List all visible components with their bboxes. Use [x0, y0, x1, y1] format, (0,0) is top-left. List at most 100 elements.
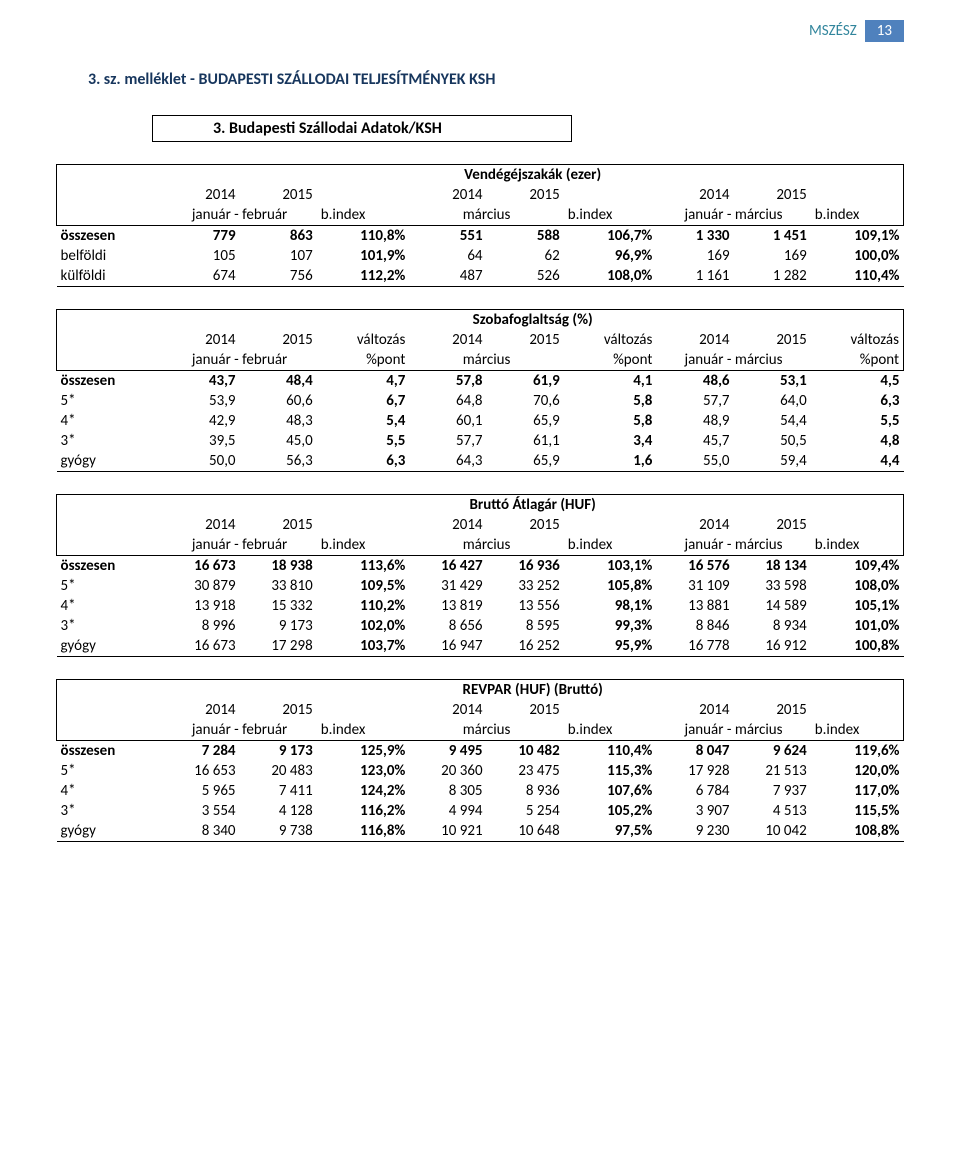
row-label: 5* [57, 391, 163, 411]
year-2014: 2014 [656, 515, 733, 535]
pct-label: %pont [811, 350, 904, 371]
cell: 13 819 [409, 596, 486, 616]
cell: 487 [409, 266, 486, 287]
cell: 9 624 [734, 741, 811, 762]
cell: 5,4 [317, 411, 410, 431]
cell: 6,3 [811, 391, 904, 411]
cell: 61,1 [487, 431, 564, 451]
period-3: január - március [656, 535, 810, 556]
table-brutto-atlagar: Bruttó Átlagár (HUF) 2014 2015 2014 2015… [56, 494, 904, 657]
cell: 6 784 [656, 781, 733, 801]
cell: 16 778 [656, 636, 733, 657]
cell: 674 [162, 266, 239, 287]
cell: 53,9 [162, 391, 239, 411]
year-2014: 2014 [656, 330, 733, 350]
cell: 5,8 [564, 411, 657, 431]
year-2015: 2015 [734, 330, 811, 350]
blank [317, 515, 410, 535]
cell: 60,1 [409, 411, 486, 431]
period-row: január - február b.index március b.index… [57, 205, 904, 226]
blank [564, 515, 657, 535]
period-row: január - február b.index március b.index… [57, 535, 904, 556]
cell: 7 284 [162, 741, 239, 762]
cell: 31 429 [409, 576, 486, 596]
table-row: külföldi674756112,2%487526108,0%1 1611 2… [57, 266, 904, 287]
cell: 17 928 [656, 761, 733, 781]
cell: 105,1% [811, 596, 904, 616]
table-row: 5*16 65320 483123,0%20 36023 475115,3%17… [57, 761, 904, 781]
period-2: március [409, 350, 563, 371]
period-2: március [409, 205, 563, 226]
cell: 1 451 [734, 226, 811, 247]
row-label: 4* [57, 781, 163, 801]
header-bar: MSZÉSZ 13 [56, 20, 904, 42]
blank [57, 680, 163, 701]
row-label: külföldi [57, 266, 163, 287]
cell: 4,7 [317, 371, 410, 392]
cell: 6,3 [317, 451, 410, 472]
cell: 99,3% [564, 616, 657, 636]
year-2014: 2014 [656, 700, 733, 720]
blank [811, 700, 904, 720]
cell: 8 656 [409, 616, 486, 636]
cell: 102,0% [317, 616, 410, 636]
cell: 8 305 [409, 781, 486, 801]
year-2014: 2014 [409, 185, 486, 205]
cell: 4,8 [811, 431, 904, 451]
cell: 65,9 [487, 411, 564, 431]
year-row: 2014 2015 2014 2015 2014 2015 [57, 700, 904, 720]
cell: 8 047 [656, 741, 733, 762]
cell: 64,3 [409, 451, 486, 472]
row-label: gyógy [57, 821, 163, 842]
cell: 20 360 [409, 761, 486, 781]
cell: 48,6 [656, 371, 733, 392]
cell: 3 907 [656, 801, 733, 821]
cell: 64,0 [734, 391, 811, 411]
cell: 95,9% [564, 636, 657, 657]
table-revpar: REVPAR (HUF) (Bruttó) 2014 2015 2014 201… [56, 679, 904, 842]
cell: 116,8% [317, 821, 410, 842]
period-3: január - március [656, 205, 810, 226]
cell: 70,6 [487, 391, 564, 411]
cell: 18 134 [734, 556, 811, 577]
page-number-badge: 13 [865, 20, 904, 42]
cell: 1 330 [656, 226, 733, 247]
table-row: 5*30 87933 810109,5%31 42933 252105,8%31… [57, 576, 904, 596]
cell: 64 [409, 246, 486, 266]
table-row: 3*8 9969 173102,0%8 6568 59599,3%8 8468 … [57, 616, 904, 636]
row-label: összesen [57, 226, 163, 247]
table-row: gyógy16 67317 298103,7%16 94716 25295,9%… [57, 636, 904, 657]
cell: 1,6 [564, 451, 657, 472]
cell: 50,5 [734, 431, 811, 451]
cell: 4,4 [811, 451, 904, 472]
blank [57, 720, 163, 741]
cell: 21 513 [734, 761, 811, 781]
cell: 31 109 [656, 576, 733, 596]
table-row: összesen779863110,8%551588106,7%1 3301 4… [57, 226, 904, 247]
table-row: összesen43,748,44,757,861,94,148,653,14,… [57, 371, 904, 392]
cell: 98,1% [564, 596, 657, 616]
cell: 10 648 [487, 821, 564, 842]
cell: 33 810 [240, 576, 317, 596]
period-1-idx: b.index [317, 205, 410, 226]
table-row: 3*39,545,05,557,761,13,445,750,54,8 [57, 431, 904, 451]
cell: 65,9 [487, 451, 564, 472]
table: Vendégéjszakák (ezer) 2014 2015 2014 201… [56, 164, 904, 287]
cell: 16 912 [734, 636, 811, 657]
cell: 112,2% [317, 266, 410, 287]
cell: 7 411 [240, 781, 317, 801]
period-1: január - február [162, 350, 316, 371]
cell: 109,1% [811, 226, 904, 247]
cell: 9 230 [656, 821, 733, 842]
table-row: gyógy50,056,36,364,365,91,655,059,44,4 [57, 451, 904, 472]
cell: 3,4 [564, 431, 657, 451]
cell: 551 [409, 226, 486, 247]
cell: 4 994 [409, 801, 486, 821]
blank [57, 515, 163, 535]
change-label: változás [564, 330, 657, 350]
table-caption: Szobafoglaltság (%) [162, 310, 903, 331]
cell: 103,1% [564, 556, 657, 577]
row-label: 5* [57, 761, 163, 781]
cell: 48,3 [240, 411, 317, 431]
year-2014: 2014 [409, 700, 486, 720]
